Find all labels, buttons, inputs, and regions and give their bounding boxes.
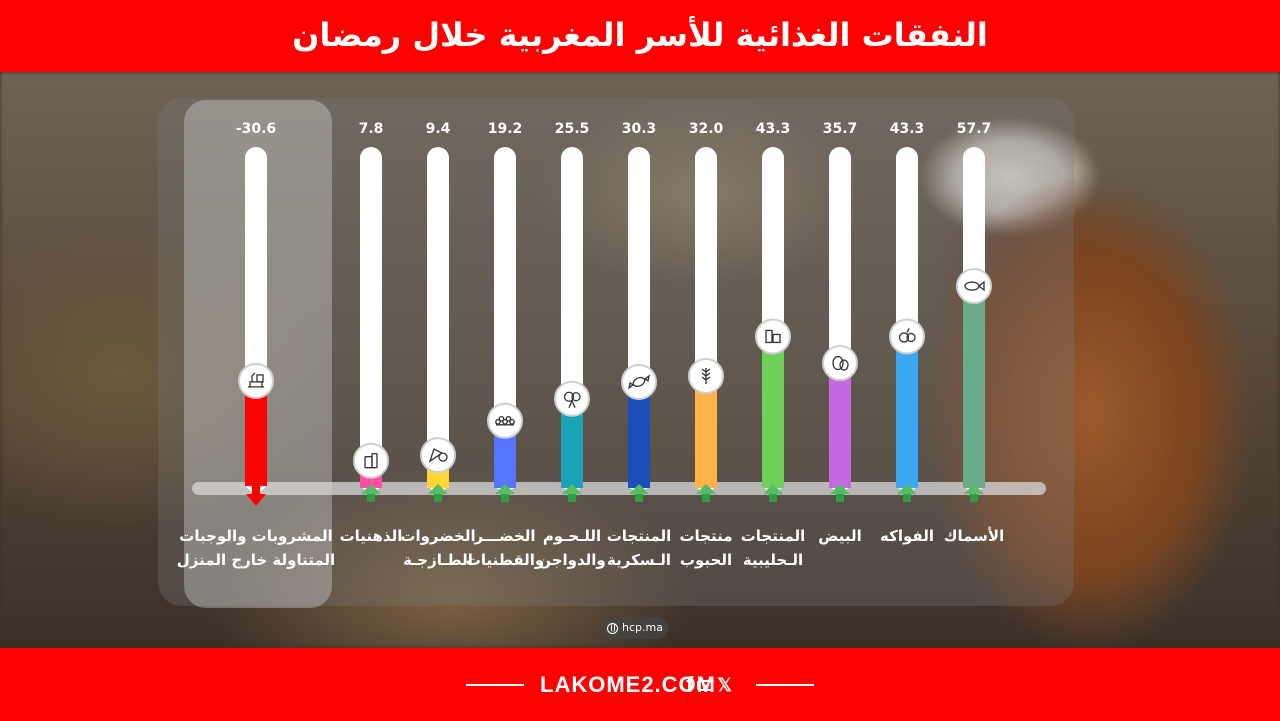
candy-icon bbox=[628, 374, 650, 390]
brand-name[interactable]: LAKOME2.COM bbox=[540, 672, 716, 697]
value-label: 43.3 bbox=[756, 121, 791, 137]
value-label: 32.0 bbox=[689, 121, 724, 137]
category-label: الأسماك bbox=[944, 527, 1005, 545]
bar-icon-badge bbox=[353, 442, 389, 479]
category-label: الطـازجـة bbox=[403, 551, 473, 569]
category-label: الذهنيات bbox=[340, 527, 403, 545]
page-title: النفقات الغذائية للأسر المغربية خلال رمض… bbox=[292, 16, 988, 54]
category-label: المشروبات والوجبات bbox=[179, 527, 332, 545]
value-label: 43.3 bbox=[890, 121, 925, 137]
category-label: المنتجات bbox=[607, 527, 672, 545]
category-label: والقطنيات bbox=[466, 551, 544, 569]
value-label: 35.7 bbox=[823, 121, 858, 137]
eggs-icon bbox=[832, 355, 849, 371]
chart-panel bbox=[158, 98, 1074, 606]
category-label: الخضروات bbox=[400, 527, 475, 545]
source-text: hcp.ma bbox=[622, 621, 663, 634]
fruits-icon bbox=[898, 328, 916, 343]
arrow-up-highlight bbox=[428, 484, 448, 494]
bar-icon-badge bbox=[238, 362, 274, 399]
category-label: البيض bbox=[818, 527, 861, 545]
footer-divider-right bbox=[756, 684, 814, 686]
bar-track bbox=[360, 147, 382, 492]
fish-icon bbox=[964, 280, 985, 292]
arrow-up-highlight bbox=[629, 484, 649, 494]
wheat-icon bbox=[701, 368, 711, 384]
category-label: اللـحـوم bbox=[543, 527, 601, 545]
bar-icon-badge bbox=[621, 363, 657, 400]
arrow-up-highlight bbox=[964, 484, 984, 494]
category-label: والدواجن bbox=[538, 551, 606, 569]
arrow-up-highlight bbox=[696, 484, 716, 494]
bar bbox=[695, 376, 717, 488]
source-badge[interactable]: hcp.ma bbox=[602, 617, 668, 639]
fats-icon bbox=[364, 453, 378, 469]
bar-icon-badge bbox=[487, 402, 523, 439]
meat-icon bbox=[563, 391, 581, 409]
header-bar: النفقات الغذائية للأسر المغربية خلال رمض… bbox=[0, 0, 1280, 72]
legumes-icon bbox=[495, 415, 515, 426]
value-label: 9.4 bbox=[426, 121, 451, 137]
bar bbox=[561, 398, 583, 488]
bar bbox=[963, 286, 985, 488]
bar bbox=[245, 380, 267, 486]
value-label: 25.5 bbox=[555, 121, 590, 137]
social-icons: f 𝕏 bbox=[686, 671, 732, 699]
youtube-icon[interactable] bbox=[697, 679, 714, 691]
takeaway-icon bbox=[248, 372, 264, 388]
category-label: منتجات bbox=[679, 527, 732, 545]
value-label: 30.3 bbox=[622, 121, 657, 137]
category-label: الحبوب bbox=[680, 551, 732, 569]
arrow-up-highlight bbox=[897, 484, 917, 494]
value-label: 57.7 bbox=[957, 121, 992, 137]
bar bbox=[762, 336, 784, 488]
x-icon[interactable]: 𝕏 bbox=[717, 675, 732, 695]
arrow-up-highlight bbox=[495, 484, 515, 494]
value-label: 19.2 bbox=[488, 121, 523, 137]
category-label: المتناولة خارج المنزل bbox=[177, 551, 335, 569]
bar bbox=[628, 381, 650, 488]
category-label: الـحليبية bbox=[743, 551, 803, 569]
facebook-icon[interactable]: f bbox=[686, 672, 694, 697]
arrow-up-highlight bbox=[830, 484, 850, 494]
vegetables-icon bbox=[428, 448, 448, 463]
arrow-up-highlight bbox=[361, 484, 381, 494]
footer-divider-left bbox=[466, 684, 524, 686]
dairy-icon bbox=[765, 329, 781, 344]
value-label: 7.8 bbox=[359, 121, 384, 137]
bar bbox=[829, 363, 851, 488]
category-label: الخضـــر bbox=[473, 527, 535, 545]
category-label: الفواكه bbox=[880, 527, 934, 545]
arrow-up-highlight bbox=[562, 484, 582, 494]
bar bbox=[896, 336, 918, 488]
category-label: الـسكرية bbox=[607, 551, 671, 569]
arrow-up-highlight bbox=[763, 484, 783, 494]
globe-icon bbox=[607, 622, 619, 634]
bar-track bbox=[427, 147, 449, 492]
value-label: -30.6 bbox=[236, 121, 276, 137]
footer-bar: LAKOME2.COM f 𝕏 bbox=[0, 648, 1280, 721]
category-label: المنتجات bbox=[741, 527, 806, 545]
arrow-down-icon bbox=[246, 486, 266, 506]
bar-icon-badge bbox=[956, 268, 992, 305]
